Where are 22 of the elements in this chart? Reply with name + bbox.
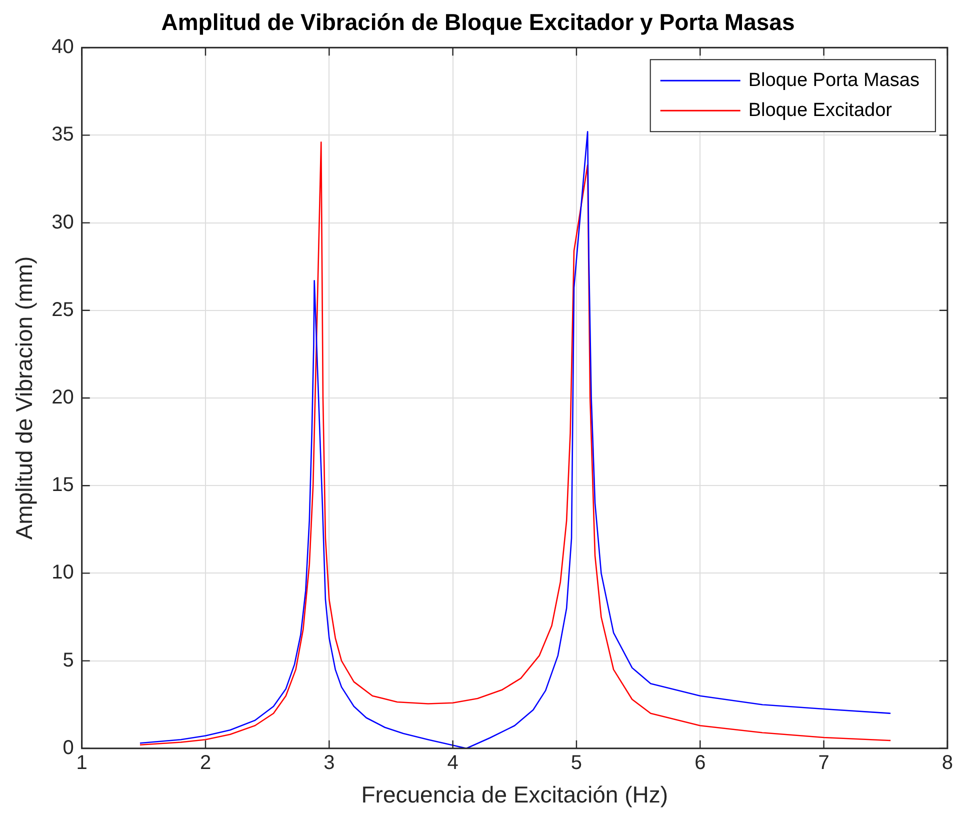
legend-label: Bloque Porta Masas [748, 70, 920, 91]
y-tick-label: 0 [62, 736, 74, 759]
chart-title: Amplitud de Vibración de Bloque Excitador y Porta Masas [161, 9, 795, 36]
y-tick-label: 20 [52, 386, 74, 409]
x-axis-title: Frecuencia de Excitación (Hz) [361, 782, 668, 808]
x-tick-label: 2 [200, 752, 212, 774]
y-tick-label: 30 [52, 211, 74, 234]
x-tick-label: 7 [818, 752, 830, 774]
y-tick-label: 40 [52, 36, 74, 58]
x-tick-label: 3 [324, 752, 335, 774]
y-tick-label: 5 [62, 649, 74, 672]
x-tick-label: 4 [447, 752, 458, 774]
x-tick-label: 1 [76, 752, 88, 774]
y-tick-label: 25 [52, 298, 74, 321]
y-tick-label: 15 [52, 474, 74, 496]
y-axis-title: Amplitud de Vibracion (mm) [11, 256, 38, 540]
x-tick-label: 5 [570, 752, 582, 774]
y-tick-label: 10 [52, 562, 74, 584]
y-tick-label: 35 [52, 124, 74, 146]
x-tick-label: 6 [694, 752, 706, 774]
legend-label: Bloque Excitador [748, 100, 893, 121]
x-tick-label: 8 [942, 752, 953, 774]
